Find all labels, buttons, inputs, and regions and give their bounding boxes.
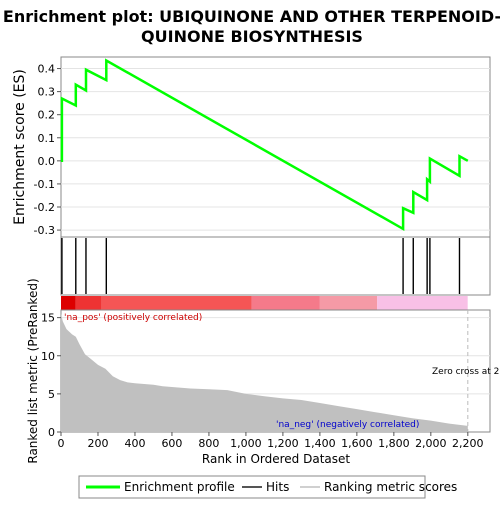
metric-x-tick-label: 1,000 — [230, 437, 262, 450]
metric-x-tick-label: 2,200 — [452, 437, 484, 450]
legend-item-ranking-metric-scores: Ranking metric scores — [300, 480, 457, 494]
legend-label-ranking-metric-scores: Ranking metric scores — [324, 480, 457, 494]
chart-title-line-1: Enrichment plot: UBIQUINONE AND OTHER TE… — [3, 7, 500, 26]
metric-x-tick-label: 1,600 — [341, 437, 373, 450]
metric-y-tick-label: 15 — [41, 312, 55, 325]
color-bar-segment — [101, 296, 252, 310]
es-y-axis-title: Enrichment score (ES) — [12, 69, 28, 225]
metric-x-tick-label: 2,000 — [415, 437, 447, 450]
metric-x-axis-title: Rank in Ordered Dataset — [202, 452, 350, 466]
color-bar-segment — [467, 296, 490, 310]
enrichment-profile-line — [60, 58, 469, 232]
color-bar-segment — [75, 296, 102, 310]
metric-y-tick-label: 0 — [48, 426, 55, 439]
chart-title-line-2: QUINONE BIOSYNTHESIS — [141, 27, 363, 46]
es-y-tick-label: 0.0 — [38, 155, 56, 168]
es-y-axis: -0.3 -0.2 -0.1 0.0 0.1 0.2 0.3 0.4 — [34, 63, 61, 237]
metric-x-tick-label: 200 — [87, 437, 108, 450]
metric-x-tick-label: 0 — [58, 437, 65, 450]
metric-x-tick-label: 1,800 — [378, 437, 410, 450]
legend-item-hits: Hits — [242, 480, 289, 494]
metric-x-tick-label: 600 — [161, 437, 182, 450]
es-y-tick-label: 0.1 — [38, 132, 56, 145]
es-y-tick-label: 0.4 — [38, 63, 56, 76]
es-y-tick-label: -0.2 — [34, 201, 55, 214]
es-y-tick-label: 0.2 — [38, 109, 56, 122]
color-bar-segment — [319, 296, 378, 310]
legend-label-enrichment-profile: Enrichment profile — [124, 480, 235, 494]
metric-x-axis: 0 200 400 600 800 1,000 1,200 1,400 1,600 1,800 2,… — [58, 432, 484, 450]
metric-y-tick-label: 5 — [48, 388, 55, 401]
legend-item-enrichment-profile: Enrichment profile — [86, 480, 235, 494]
neg-correlated-label: 'na_neg' (negatively correlated) — [276, 420, 419, 430]
es-y-tick-label: -0.1 — [34, 178, 55, 191]
color-bar-segment — [377, 296, 468, 310]
es-plot-frame — [60, 56, 491, 238]
color-bar-segment — [251, 296, 320, 310]
hits-markers — [61, 238, 461, 294]
metric-y-axis: 0 5 10 15 — [41, 312, 61, 439]
ranking-color-bar — [61, 296, 490, 310]
es-gridlines — [61, 68, 490, 231]
metric-y-tick-label: 10 — [41, 350, 55, 363]
legend-label-hits: Hits — [266, 480, 289, 494]
metric-x-tick-label: 1,400 — [304, 437, 336, 450]
metric-x-tick-label: 1,200 — [267, 437, 299, 450]
metric-x-tick-label: 800 — [198, 437, 219, 450]
es-y-tick-label: -0.3 — [34, 224, 55, 237]
zero-cross-label: Zero cross at 2200 — [432, 367, 500, 377]
metric-y-axis-title: Ranked list metric (PreRanked) — [26, 278, 40, 463]
metric-x-tick-label: 400 — [124, 437, 145, 450]
pos-correlated-label: 'na_pos' (positively correlated) — [64, 313, 202, 323]
es-y-tick-label: 0.3 — [38, 86, 56, 99]
hits-panel-frame — [60, 236, 491, 296]
color-bar-segment — [61, 296, 76, 310]
ranking-metric-area — [61, 313, 468, 432]
